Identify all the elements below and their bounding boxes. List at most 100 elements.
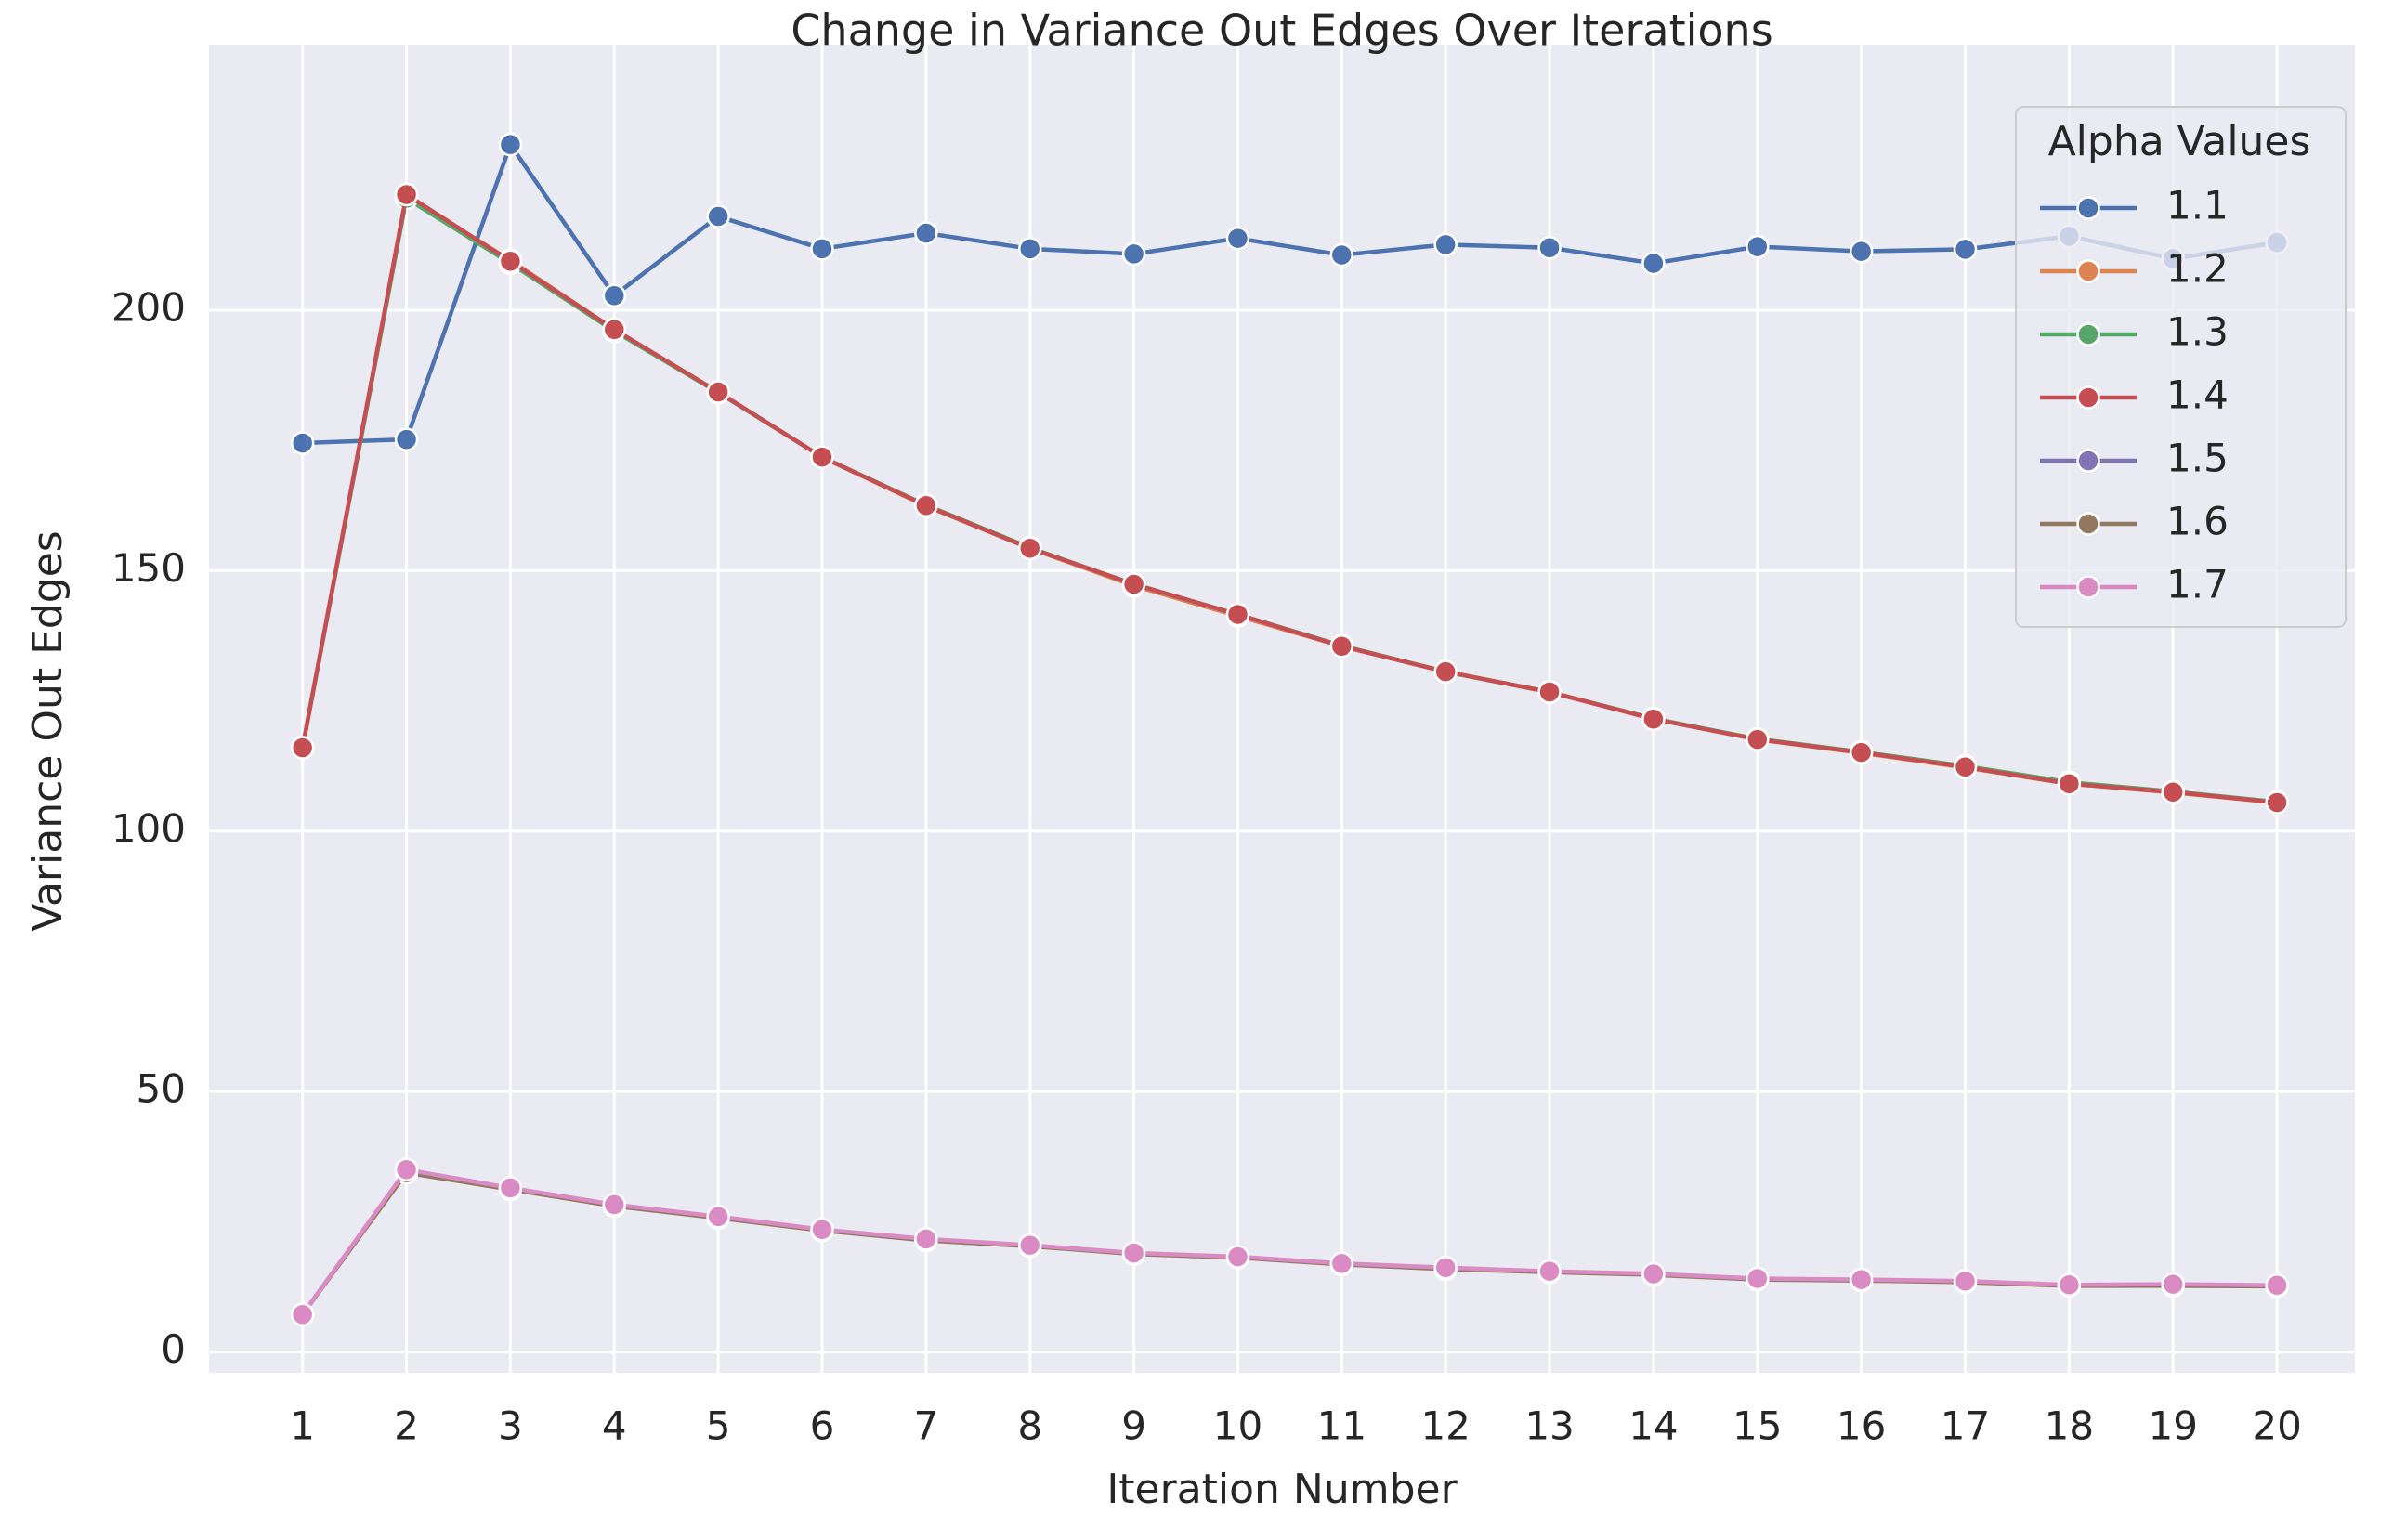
x-tick-label: 3	[498, 1403, 523, 1449]
x-tick-label: 16	[1837, 1403, 1886, 1449]
data-point	[914, 1227, 938, 1251]
data-point	[1433, 232, 1458, 257]
x-tick-label: 19	[2149, 1403, 2198, 1449]
data-point	[914, 221, 938, 245]
data-point	[394, 182, 419, 207]
legend-label: 1.6	[2166, 499, 2229, 544]
data-point	[1849, 239, 1874, 264]
data-point	[290, 736, 315, 760]
legend-label: 1.3	[2166, 309, 2229, 355]
x-tick-label: 18	[2045, 1403, 2094, 1449]
data-point	[1746, 727, 1770, 751]
legend-title: Alpha Values	[2048, 118, 2311, 165]
legend-item: 1.5	[2040, 436, 2229, 481]
legend-item: 1.3	[2040, 309, 2229, 355]
x-tick-label: 5	[706, 1403, 731, 1449]
data-point	[602, 317, 627, 342]
legend-marker	[2076, 512, 2100, 536]
data-point	[2161, 1272, 2185, 1297]
data-point	[2265, 790, 2289, 815]
x-tick-label: 15	[1733, 1403, 1782, 1449]
legend-marker	[2076, 449, 2100, 473]
legend-item: 1.6	[2040, 499, 2229, 544]
x-tick-label: 7	[913, 1403, 938, 1449]
data-point	[602, 1193, 627, 1217]
data-point	[1017, 237, 1042, 261]
data-point	[1329, 1251, 1354, 1275]
data-point	[2161, 779, 2185, 804]
legend-item: 1.7	[2040, 562, 2229, 607]
data-point	[1121, 572, 1146, 596]
data-point	[1225, 226, 1250, 251]
legend-item: 1.2	[2040, 246, 2229, 292]
series-line	[300, 192, 2280, 805]
legend-marker	[2076, 259, 2100, 283]
data-point	[810, 237, 834, 261]
legend-item: 1.4	[2040, 372, 2229, 418]
data-point	[810, 1218, 834, 1242]
y-tick-label: 100	[111, 805, 186, 851]
data-point	[1121, 1241, 1146, 1265]
x-tick-label: 10	[1213, 1403, 1262, 1449]
data-point	[1953, 237, 1978, 262]
data-point	[1225, 602, 1250, 627]
data-point	[2057, 1272, 2082, 1297]
legend-frame	[2015, 106, 2347, 628]
data-point	[1953, 1269, 1978, 1294]
legend: Alpha Values 1.1 1.2 1.3 1.4 1.5 1.6 1.7	[2015, 106, 2347, 628]
legend-marker	[2076, 385, 2100, 410]
y-tick-label: 0	[161, 1326, 186, 1372]
data-point	[706, 1205, 730, 1229]
series-line	[300, 142, 2280, 446]
data-point	[1641, 1261, 1666, 1286]
data-point	[1537, 235, 1562, 260]
data-point	[1849, 740, 1874, 764]
x-tick-label: 1	[290, 1403, 315, 1449]
data-point	[1641, 251, 1666, 276]
x-tick-label: 13	[1524, 1403, 1574, 1449]
series-1.7	[290, 1157, 2289, 1326]
legend-marker	[2076, 322, 2100, 346]
data-point	[706, 380, 730, 404]
series-1.4	[290, 182, 2289, 815]
data-point	[2265, 1273, 2289, 1298]
legend-label: 1.7	[2166, 562, 2229, 607]
grid	[209, 45, 2355, 1373]
data-point	[914, 493, 938, 518]
x-tick-label: 12	[1420, 1403, 1470, 1449]
x-tick-labels: 1 2 3 4 5 6 7 8 9 10 11 12 13 14 15 16 17 18 19 20	[290, 1403, 2302, 1449]
data-point	[1953, 755, 1978, 779]
x-tick-label: 2	[394, 1403, 419, 1449]
data-point	[1537, 680, 1562, 704]
data-point	[2057, 772, 2082, 796]
x-tick-label: 4	[602, 1403, 627, 1449]
legend-label: 1.1	[2166, 183, 2229, 228]
data-point	[1746, 1266, 1770, 1291]
data-point	[1329, 242, 1354, 268]
x-tick-label: 11	[1317, 1403, 1366, 1449]
data-point	[1329, 633, 1354, 659]
x-tick-label: 6	[810, 1403, 835, 1449]
data-point	[498, 249, 523, 274]
data-point	[290, 431, 315, 455]
series-line	[300, 1168, 2280, 1317]
data-point	[498, 1176, 523, 1200]
data-point	[1017, 1233, 1042, 1258]
x-tick-label: 20	[2252, 1403, 2301, 1449]
legend-item: 1.1	[2040, 183, 2229, 228]
x-axis-label: Iteration Number	[1106, 1466, 1458, 1513]
data-point	[1433, 659, 1458, 684]
data-point	[706, 204, 730, 228]
data-point	[1641, 707, 1666, 731]
legend-items: 1.1 1.2 1.3 1.4 1.5 1.6 1.7	[2040, 183, 2229, 607]
y-tick-label: 150	[111, 545, 186, 591]
legend-label: 1.4	[2166, 372, 2229, 418]
data-point	[1849, 1267, 1874, 1292]
data-point	[1537, 1259, 1562, 1284]
legend-marker	[2076, 196, 2100, 220]
data-point	[1017, 536, 1042, 561]
legend-label: 1.5	[2166, 436, 2229, 481]
data-point	[1433, 1255, 1458, 1280]
y-tick-label: 50	[137, 1066, 186, 1112]
